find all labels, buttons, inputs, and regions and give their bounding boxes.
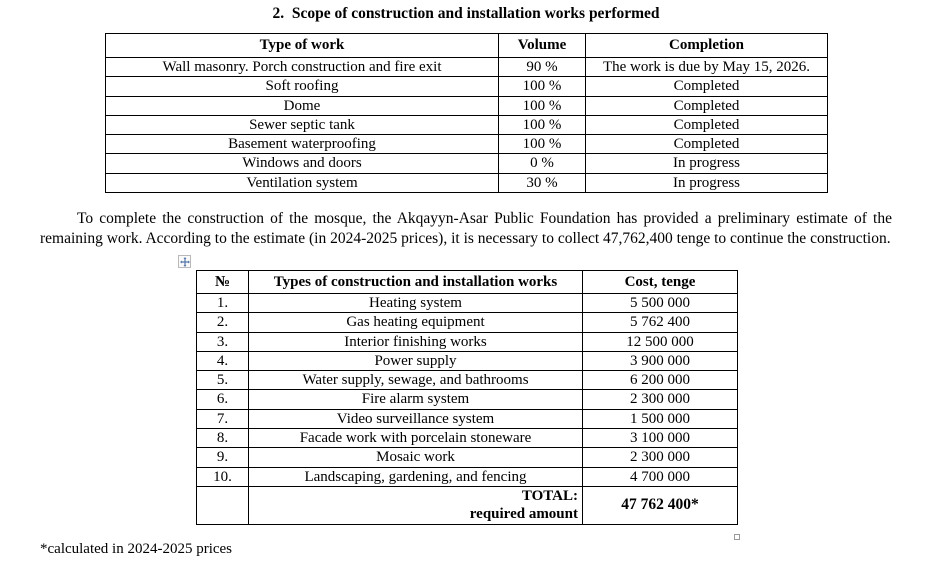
work-type-cell: Ventilation system xyxy=(105,172,499,194)
table-row: 6. Fire alarm system 2 300 000 xyxy=(196,389,738,410)
cost-table-header-row: № Types of construction and installation… xyxy=(196,270,738,294)
table-row: 10. Landscaping, gardening, and fencing … xyxy=(196,466,738,487)
footnote: *calculated in 2024-2025 prices xyxy=(40,541,233,557)
row-number-cell: 7. xyxy=(196,408,249,430)
section-heading: 2. Scope of construction and installatio… xyxy=(272,5,660,22)
works-table: Type of work Volume Completion Wall maso… xyxy=(105,33,828,194)
total-row: TOTAL: required amount 47 762 400* xyxy=(196,485,738,525)
volume-cell: 100 % xyxy=(498,114,586,136)
row-number-cell: 1. xyxy=(196,292,249,314)
row-number-cell xyxy=(196,485,249,525)
work-type-cell: Sewer septic tank xyxy=(105,114,499,136)
table-row: Sewer septic tank 100 % Completed xyxy=(105,114,828,136)
row-number-cell: 9. xyxy=(196,447,249,468)
work-type-cell: Basement waterproofing xyxy=(105,134,499,155)
volume-cell: 100 % xyxy=(498,134,586,155)
cost-cell: 5 500 000 xyxy=(582,292,738,314)
table-row: Windows and doors 0 % In progress xyxy=(105,153,828,174)
table-row: Dome 100 % Completed xyxy=(105,95,828,116)
row-number-cell: 8. xyxy=(196,428,249,449)
cost-cell: 1 500 000 xyxy=(582,408,738,430)
cost-cell: 2 300 000 xyxy=(582,389,738,410)
row-number-cell: 5. xyxy=(196,370,249,391)
cost-cell: 2 300 000 xyxy=(582,447,738,468)
volume-cell: 30 % xyxy=(498,172,586,194)
completion-cell: Completed xyxy=(585,114,828,136)
cost-table: № Types of construction and installation… xyxy=(196,270,738,525)
completion-cell: The work is due by May 15, 2026. xyxy=(585,56,828,78)
table-resize-handle[interactable] xyxy=(734,534,740,540)
completion-cell: In progress xyxy=(585,172,828,194)
work-name-cell: Video surveillance system xyxy=(248,408,583,430)
work-name-cell: Facade work with porcelain stoneware xyxy=(248,428,583,449)
work-name-cell: Power supply xyxy=(248,350,583,372)
work-type-cell: Wall masonry. Porch construction and fir… xyxy=(105,56,499,78)
work-name-cell: Interior finishing works xyxy=(248,331,583,352)
volume-cell: 90 % xyxy=(498,56,586,78)
completion-cell: Completed xyxy=(585,76,828,97)
row-number-cell: 2. xyxy=(196,312,249,333)
work-type-header: Type of work xyxy=(105,33,499,58)
four-way-arrow-icon xyxy=(179,256,190,267)
row-number-cell: 6. xyxy=(196,389,249,410)
volume-cell: 0 % xyxy=(498,153,586,174)
table-row: 7. Video surveillance system 1 500 000 xyxy=(196,408,738,430)
table-row: 8. Facade work with porcelain stoneware … xyxy=(196,428,738,449)
table-row: Soft roofing 100 % Completed xyxy=(105,76,828,97)
table-row: 4. Power supply 3 900 000 xyxy=(196,350,738,372)
cost-cell: 12 500 000 xyxy=(582,331,738,352)
total-label-cell: TOTAL: required amount xyxy=(248,485,583,525)
volume-cell: 100 % xyxy=(498,95,586,116)
table-row: 5. Water supply, sewage, and bathrooms 6… xyxy=(196,370,738,391)
work-name-cell: Fire alarm system xyxy=(248,389,583,410)
table-row: 3. Interior finishing works 12 500 000 xyxy=(196,331,738,352)
work-name-cell: Water supply, sewage, and bathrooms xyxy=(248,370,583,391)
volume-header: Volume xyxy=(498,33,586,58)
table-row: 2. Gas heating equipment 5 762 400 xyxy=(196,312,738,333)
works-table-header-row: Type of work Volume Completion xyxy=(105,33,828,58)
total-value-cell: 47 762 400* xyxy=(582,485,738,525)
work-name-header: Types of construction and installation w… xyxy=(248,270,583,294)
work-name-cell: Heating system xyxy=(248,292,583,314)
total-label-line: TOTAL: xyxy=(521,488,578,505)
table-row: 9. Mosaic work 2 300 000 xyxy=(196,447,738,468)
completion-header: Completion xyxy=(585,33,828,58)
cost-cell: 4 700 000 xyxy=(582,466,738,487)
work-name-cell: Mosaic work xyxy=(248,447,583,468)
work-type-cell: Soft roofing xyxy=(105,76,499,97)
row-number-cell: 3. xyxy=(196,331,249,352)
work-type-cell: Windows and doors xyxy=(105,153,499,174)
work-name-cell: Landscaping, gardening, and fencing xyxy=(248,466,583,487)
completion-cell: Completed xyxy=(585,134,828,155)
completion-cell: In progress xyxy=(585,153,828,174)
work-name-cell: Gas heating equipment xyxy=(248,312,583,333)
total-label-line: required amount xyxy=(469,506,578,523)
cost-cell: 3 900 000 xyxy=(582,350,738,372)
cost-header: Cost, tenge xyxy=(582,270,738,294)
completion-cell: Completed xyxy=(585,95,828,116)
work-type-cell: Dome xyxy=(105,95,499,116)
body-paragraph: To complete the construction of the mosq… xyxy=(40,210,892,247)
cost-cell: 3 100 000 xyxy=(582,428,738,449)
row-number-header: № xyxy=(196,270,249,294)
row-number-cell: 4. xyxy=(196,350,249,372)
volume-cell: 100 % xyxy=(498,76,586,97)
table-row: Ventilation system 30 % In progress xyxy=(105,172,828,194)
cost-cell: 6 200 000 xyxy=(582,370,738,391)
table-row: 1. Heating system 5 500 000 xyxy=(196,292,738,314)
table-row: Basement waterproofing 100 % Completed xyxy=(105,134,828,155)
row-number-cell: 10. xyxy=(196,466,249,487)
cost-cell: 5 762 400 xyxy=(582,312,738,333)
table-row: Wall masonry. Porch construction and fir… xyxy=(105,56,828,78)
table-move-handle[interactable] xyxy=(178,255,191,268)
